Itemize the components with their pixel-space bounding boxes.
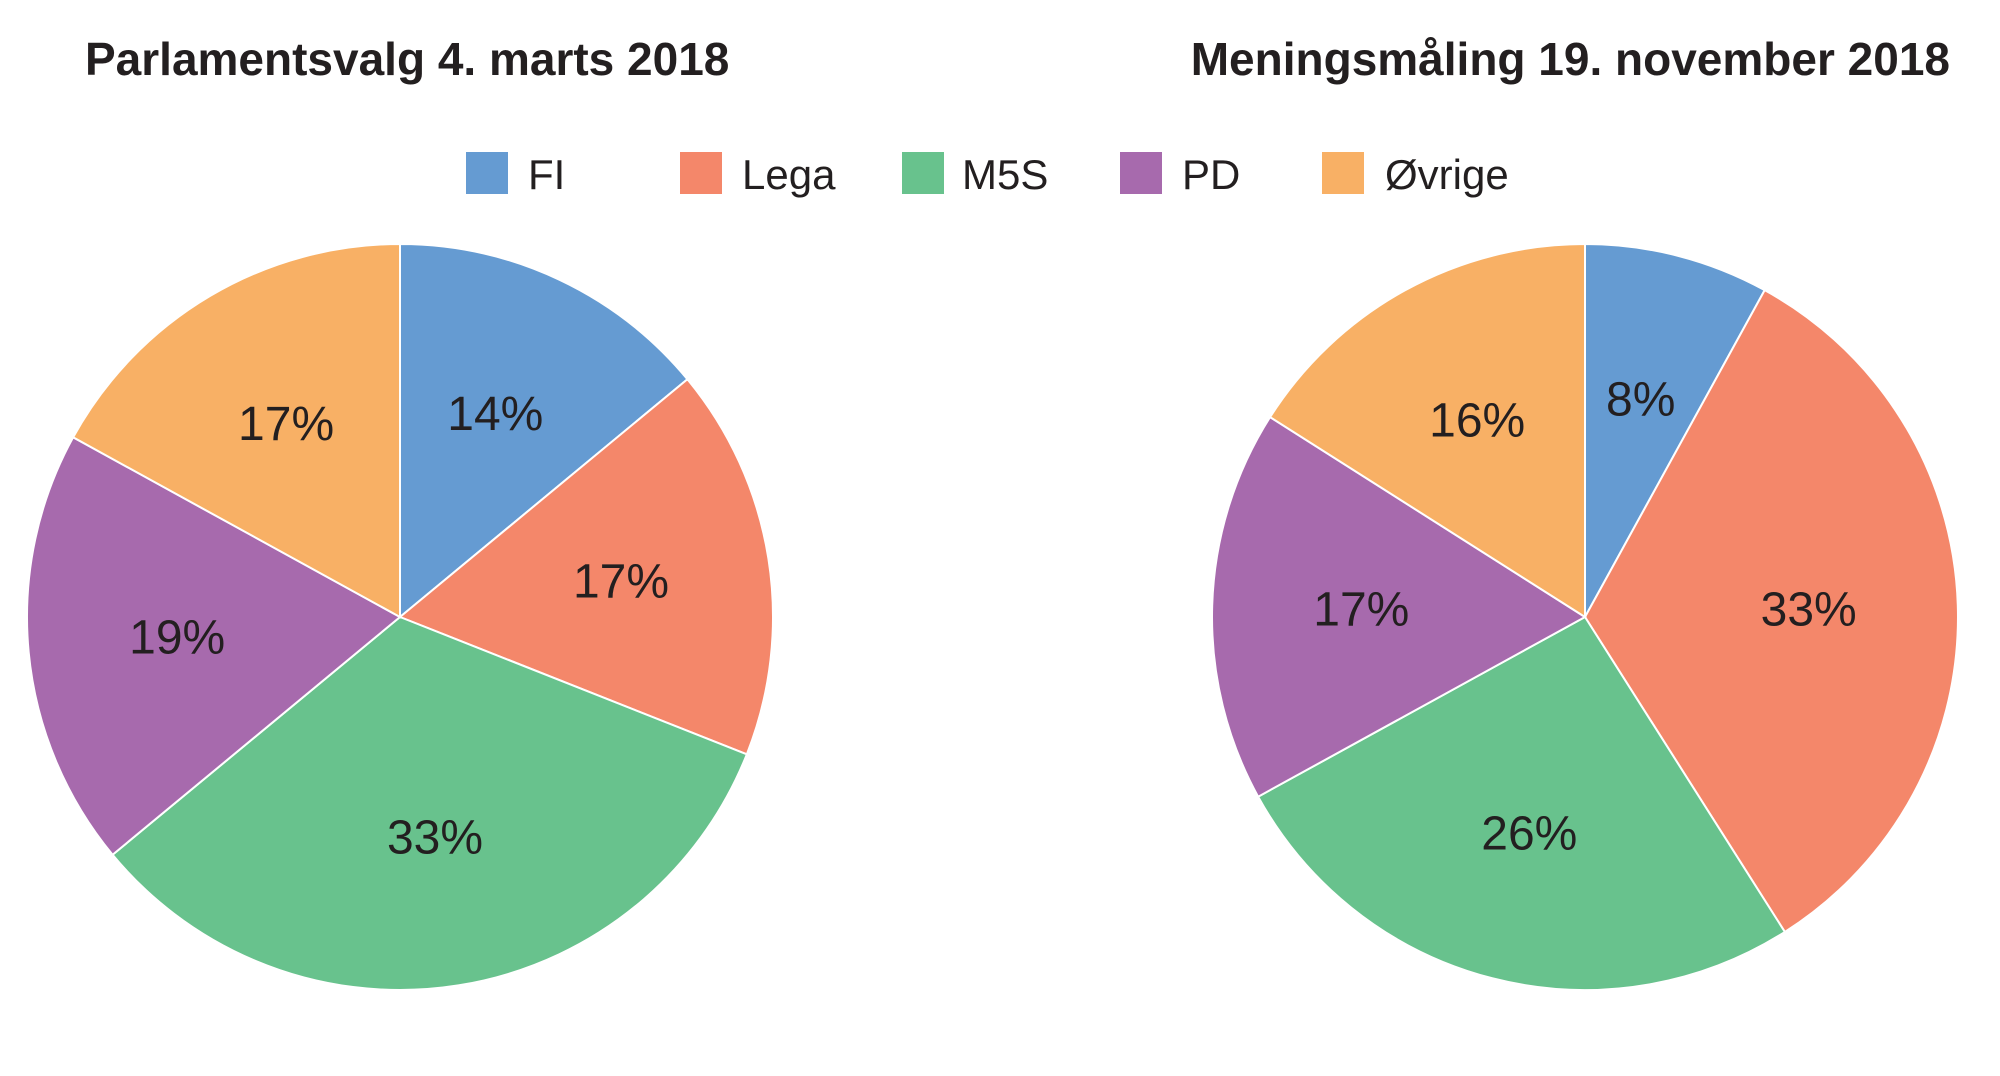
data-label-poll-pd: 17%: [1313, 584, 1409, 637]
pie-slice-election-ovrige: [71, 242, 401, 619]
legend-item-ovrige: Øvrige: [1322, 151, 1509, 198]
legend-swatch-fi: [466, 152, 508, 194]
data-label-election-fi: 14%: [447, 388, 543, 441]
pie-slice-election-lega: [398, 377, 774, 756]
pie-slice-poll-ovrige: [1268, 242, 1586, 619]
data-label-poll-lega: 33%: [1761, 584, 1857, 637]
legend-item-fi: FI: [466, 151, 565, 198]
pie-slice-election-m5s: [111, 615, 749, 991]
pie-slice-election-pd: [26, 435, 402, 857]
pie-slice-poll-lega: [1583, 288, 1959, 934]
data-label-poll-ovrige: 16%: [1429, 394, 1525, 447]
data-label-poll-fi: 8%: [1606, 374, 1675, 427]
chart-title-poll: Meningsmåling 19. november 2018: [1191, 33, 1950, 85]
legend-item-lega: Lega: [680, 151, 836, 198]
data-label-election-m5s: 33%: [387, 812, 483, 865]
legend-swatch-lega: [680, 152, 722, 194]
data-label-election-ovrige: 17%: [238, 398, 334, 451]
pie-chart-election: 14% 17% 33% 19% 17%: [26, 242, 774, 991]
pie-slice-poll-pd: [1211, 415, 1587, 799]
legend-label-m5s: M5S: [962, 151, 1048, 198]
legend-label-ovrige: Øvrige: [1385, 151, 1509, 198]
legend-label-pd: PD: [1182, 151, 1240, 198]
chart-title-election: Parlamentsvalg 4. marts 2018: [85, 33, 729, 85]
legend-swatch-ovrige: [1322, 152, 1364, 194]
legend-swatch-pd: [1120, 152, 1162, 194]
legend: FI Lega M5S PD Øvrige: [466, 151, 1509, 198]
legend-label-fi: FI: [528, 151, 565, 198]
legend-swatch-m5s: [902, 152, 944, 194]
data-label-election-pd: 19%: [129, 612, 225, 665]
legend-item-pd: PD: [1120, 151, 1240, 198]
legend-label-lega: Lega: [742, 151, 836, 198]
data-label-poll-m5s: 26%: [1481, 807, 1577, 860]
pie-slice-election-fi: [399, 242, 689, 620]
legend-item-m5s: M5S: [902, 151, 1048, 198]
pie-chart-poll: 8% 33% 26% 17% 16%: [1211, 242, 1959, 991]
pie-slice-poll-fi: [1584, 242, 1767, 618]
data-label-election-lega: 17%: [573, 556, 669, 609]
pie-slice-poll-m5s: [1256, 615, 1787, 991]
